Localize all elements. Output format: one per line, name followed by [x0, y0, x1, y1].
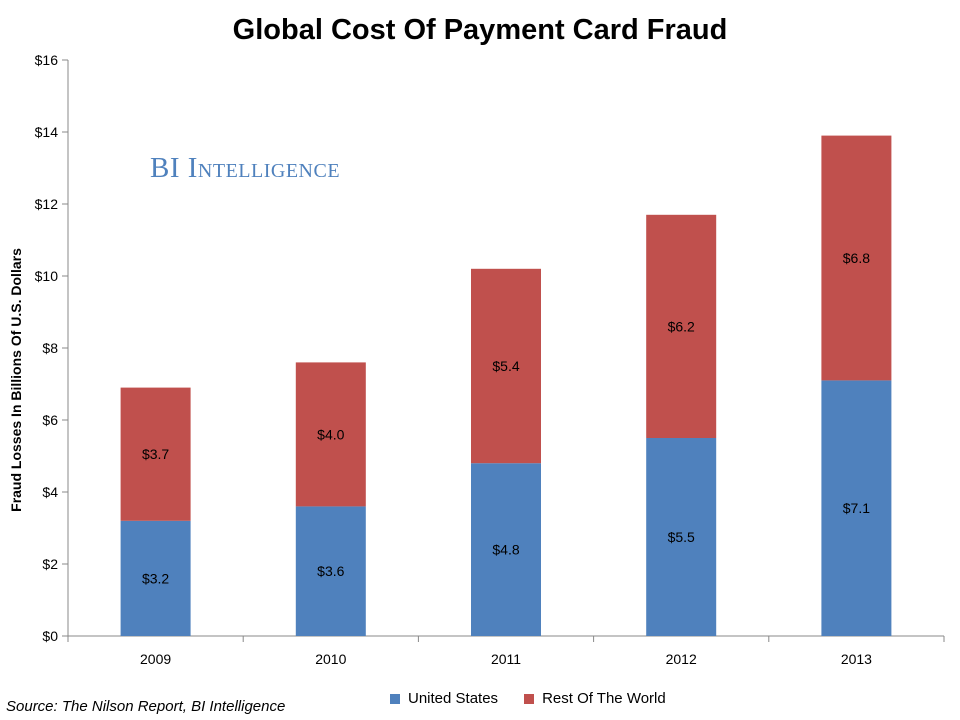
- bar-united-states: [646, 438, 717, 636]
- bar-rest-of-world: [646, 214, 717, 438]
- y-tick-label: $8: [42, 340, 58, 356]
- chart-title: Global Cost Of Payment Card Fraud: [232, 14, 728, 46]
- y-tick-label: $16: [35, 52, 59, 68]
- data-label: $4.8: [492, 542, 519, 558]
- bar-rest-of-world: [120, 387, 191, 521]
- legend-item-rest-of-world: Rest Of The World: [524, 690, 666, 707]
- bar-united-states: [471, 463, 541, 636]
- data-label: $6.2: [668, 318, 695, 334]
- bar-rest-of-world: [295, 362, 366, 507]
- y-tick-label: $14: [35, 124, 59, 140]
- y-tick-label: $4: [42, 484, 58, 500]
- x-tick-label: 2010: [315, 651, 346, 667]
- legend-label-united-states: United States: [408, 690, 499, 707]
- data-label: $6.8: [843, 250, 870, 266]
- x-tick-label: 2013: [841, 651, 872, 667]
- bar-united-states: [821, 380, 892, 636]
- data-label: $3.7: [142, 446, 169, 462]
- legend-swatch-rest-of-world: [524, 693, 535, 704]
- data-label: $3.6: [317, 563, 344, 579]
- x-tick-label: 2009: [140, 651, 171, 667]
- data-label: $4.0: [317, 426, 344, 442]
- y-tick-label: $0: [42, 628, 58, 644]
- bar-united-states: [120, 520, 191, 636]
- y-tick-label: $12: [35, 196, 59, 212]
- brand-watermark: BI Intelligence: [150, 152, 341, 184]
- data-label: $7.1: [843, 500, 870, 516]
- x-tick-label: 2012: [666, 651, 697, 667]
- bar-rest-of-world: [821, 135, 892, 381]
- data-label: $3.2: [142, 570, 169, 586]
- y-tick-label: $2: [42, 556, 58, 572]
- bar-united-states: [295, 506, 366, 636]
- x-tick-label: 2011: [491, 651, 521, 667]
- data-label: $5.4: [492, 358, 519, 374]
- legend: United States Rest Of The World: [390, 690, 666, 707]
- legend-swatch-united-states: [390, 693, 400, 704]
- source-note: Source: The Nilson Report, BI Intelligen…: [6, 698, 286, 715]
- bar-rest-of-world: [471, 268, 541, 464]
- y-tick-label: $10: [35, 268, 59, 284]
- data-label: $5.5: [668, 529, 695, 545]
- legend-item-united-states: United States: [390, 690, 498, 707]
- legend-label-rest-of-world: Rest Of The World: [542, 690, 666, 707]
- y-tick-label: $6: [42, 412, 58, 428]
